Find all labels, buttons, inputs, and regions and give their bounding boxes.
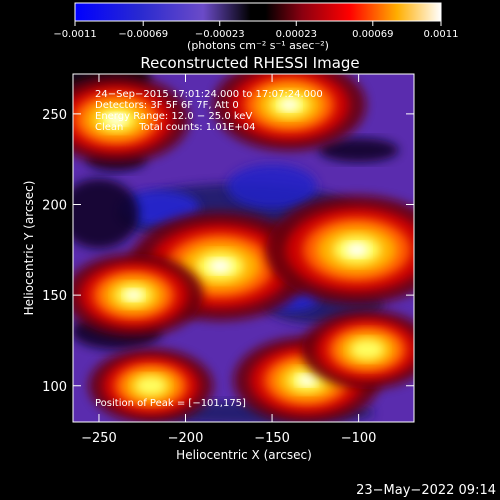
y-axis: 100 150 200 250: [42, 108, 414, 395]
negative-lobe: [227, 164, 318, 209]
bright-source: [212, 74, 367, 151]
source-contour: [208, 259, 232, 273]
negative-lobe: [318, 138, 399, 163]
chart-title: Reconstructed RHESSI Image: [140, 54, 359, 72]
y-axis-label: Heliocentric Y (arcsec): [22, 181, 36, 316]
bright-source: [301, 309, 414, 390]
x-tick-label: −200: [168, 431, 204, 446]
bright-source: [73, 75, 190, 164]
source-contour: [345, 242, 369, 257]
y-tick-label: 100: [42, 380, 67, 395]
source-contour: [134, 375, 168, 396]
annotation-clean-counts: Clean Total counts: 1.01E+04: [95, 122, 255, 133]
colorbar: −0.0011 −0.00069 −0.00023 0.00023 0.00069 0.0…: [53, 2, 459, 52]
heatmap-image: [73, 74, 414, 422]
colorbar-tick-label: 0.00023: [276, 29, 317, 40]
y-tick-label: 200: [42, 199, 67, 214]
y-tick-label: 250: [42, 108, 67, 123]
colorbar-tick-label: 0.00069: [352, 29, 393, 40]
source-contour: [124, 289, 143, 301]
date-stamp: 23−May−2022 09:14: [356, 483, 496, 498]
source-contour: [297, 374, 316, 386]
observation-annotations: 24−Sep−2015 17:01:24.000 to 17:07:24.000…: [95, 89, 323, 409]
bright-source: [88, 348, 214, 422]
source-contour: [279, 99, 299, 111]
y-tick-label: 150: [42, 289, 67, 304]
annotation-energy-range: Energy Range: 12.0 − 25.0 keV: [95, 111, 252, 122]
annotation-detectors: Detectors: 3F 5F 6F 7F, Att 0: [95, 100, 239, 111]
colorbar-tick-label: 0.0011: [424, 29, 459, 40]
bright-source: [265, 195, 414, 305]
heatmap-bright-regions: [73, 74, 414, 422]
x-axis: −250 −200 −150 −100: [81, 74, 376, 446]
annotation-peak-position: Position of Peak = [−101,175]: [95, 398, 246, 409]
annotation-time-range: 24−Sep−2015 17:01:24.000 to 17:07:24.000: [95, 89, 323, 100]
colorbar-unit-label: (photons cm⁻² s⁻¹ asec⁻²): [187, 39, 329, 52]
x-axis-label: Heliocentric X (arcsec): [176, 448, 312, 462]
colorbar-gradient: [74, 2, 442, 22]
colorbar-ticks: −0.0011 −0.00069 −0.00023 0.00023 0.00069 0.0…: [53, 21, 459, 40]
bright-source: [73, 253, 204, 337]
source-contour: [107, 113, 126, 125]
colorbar-tick-label: −0.00023: [195, 29, 245, 40]
x-tick-label: −150: [254, 431, 290, 446]
x-tick-label: −250: [81, 431, 117, 446]
colorbar-tick-label: −0.0011: [53, 29, 96, 40]
negative-lobe: [73, 178, 139, 249]
colorbar-tick-label: −0.00069: [118, 29, 168, 40]
x-tick-label: −100: [341, 431, 377, 446]
source-contour: [349, 339, 385, 360]
plot-frame: [72, 73, 415, 423]
